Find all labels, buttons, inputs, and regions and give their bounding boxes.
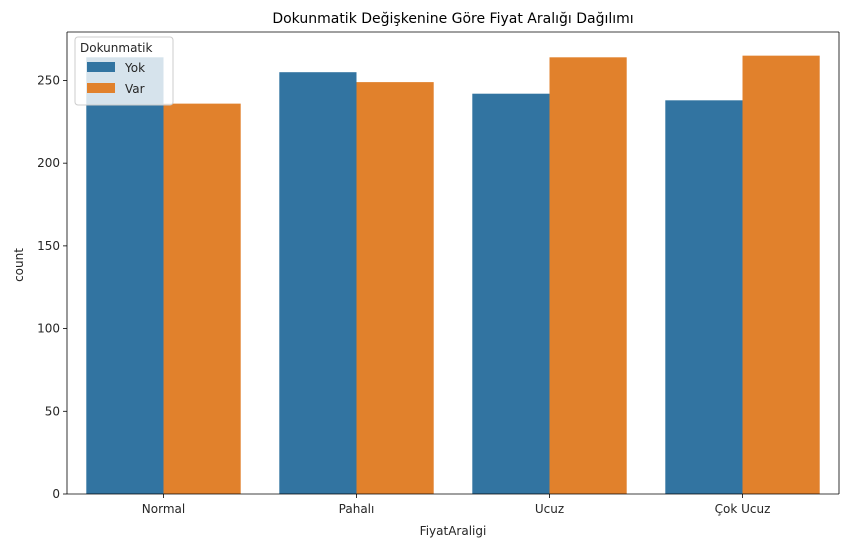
y-tick-label: 200 <box>37 156 60 170</box>
legend-swatch-var <box>87 83 115 93</box>
x-tick-label: Normal <box>142 502 185 516</box>
bar-var-4 <box>742 55 820 494</box>
y-tick-label: 0 <box>52 487 60 501</box>
bar-var-3 <box>549 57 627 495</box>
legend-swatch-yok <box>87 62 115 72</box>
chart-title: Dokunmatik Değişkenine Göre Fiyat Aralığ… <box>272 11 633 27</box>
y-tick-label: 50 <box>45 404 60 418</box>
bar-yok-2 <box>279 72 357 494</box>
legend-label-yok: Yok <box>124 61 145 75</box>
x-tick-label: Çok Ucuz <box>715 502 771 516</box>
bar-yok-3 <box>472 93 550 494</box>
bars <box>86 55 820 495</box>
bar-var-1 <box>163 103 241 495</box>
x-tick-label: Ucuz <box>535 502 564 516</box>
bar-yok-1 <box>86 57 164 495</box>
x-tick-label: Pahalı <box>339 502 375 516</box>
legend-title: Dokunmatik <box>80 41 152 55</box>
bar-yok-4 <box>665 100 743 494</box>
y-axis-label: count <box>12 248 26 282</box>
legend-label-var: Var <box>125 82 145 96</box>
y-tick-label: 250 <box>37 73 60 87</box>
y-tick-label: 150 <box>37 239 60 253</box>
y-tick-label: 100 <box>37 322 60 336</box>
legend: Dokunmatik Yok Var <box>74 36 174 106</box>
x-axis-label: FiyatAraligi <box>420 524 487 538</box>
bar-var-2 <box>356 82 434 494</box>
axes: 0 50 100 150 200 250 Normal Pahalı Ucuz Çok Ucuz <box>37 31 840 516</box>
